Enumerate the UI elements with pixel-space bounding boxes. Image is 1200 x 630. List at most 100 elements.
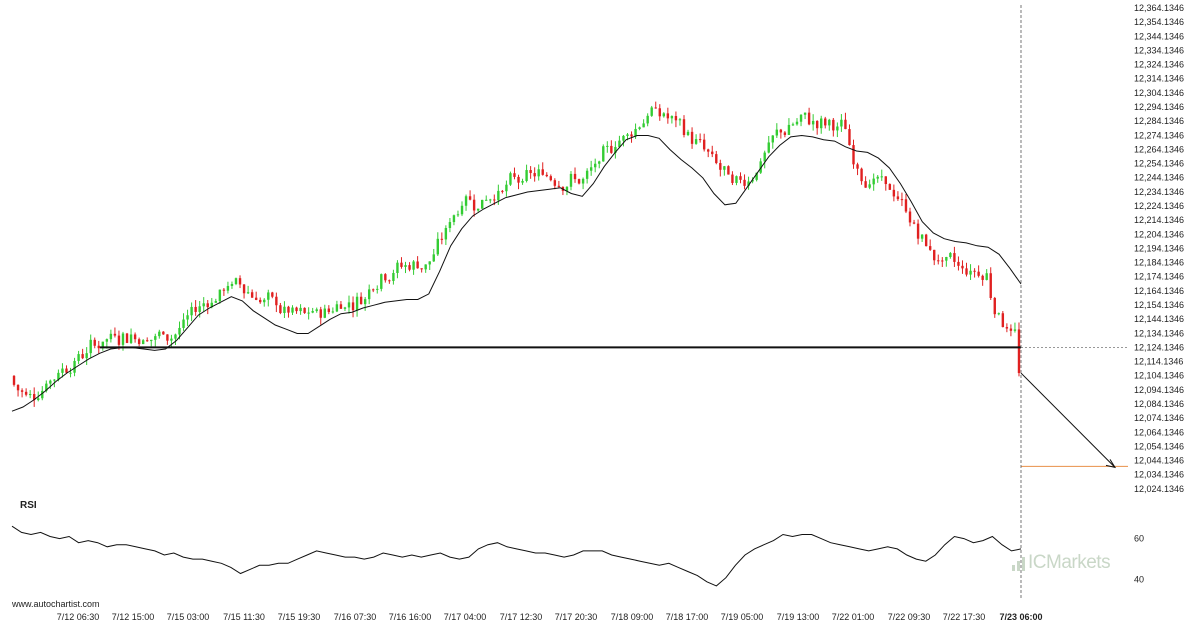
y-tick-label: 12,244.1346 [1134, 173, 1184, 183]
candle-body [186, 315, 189, 320]
candle-body [222, 289, 226, 291]
x-tick-label: 7/22 17:30 [943, 612, 986, 622]
candle-body [311, 311, 314, 313]
candle-body [787, 124, 791, 135]
candle-body [690, 131, 694, 144]
candle-body [263, 299, 266, 303]
moving-average [11, 134, 1022, 412]
candle-body [961, 265, 964, 269]
y-tick-label: 12,164.1346 [1134, 286, 1184, 296]
x-tick-label: 7/17 20:30 [555, 612, 598, 622]
x-tick-label: 7/16 07:30 [334, 612, 377, 622]
x-tick-label: 7/22 01:00 [832, 612, 875, 622]
y-tick-label: 12,284.1346 [1134, 116, 1184, 126]
candle-body [214, 301, 218, 303]
candle-body [549, 176, 553, 181]
y-tick-label: 12,264.1346 [1134, 144, 1184, 154]
brand-logo-icon [1012, 555, 1025, 571]
candle-body [707, 149, 710, 152]
candle-body [456, 214, 460, 216]
candle-body [246, 292, 250, 294]
y-tick-label: 12,194.1346 [1134, 243, 1184, 253]
x-tick-label: 7/18 09:00 [611, 612, 654, 622]
candle-body [53, 379, 56, 381]
candle-body [218, 289, 222, 302]
candle-body [412, 261, 415, 270]
candle-body [388, 280, 391, 282]
y-tick-label: 12,144.1346 [1134, 314, 1184, 324]
rsi-title: RSI [20, 500, 37, 511]
y-tick-label: 12,274.1346 [1134, 130, 1184, 140]
candle-body [585, 170, 589, 179]
candle-body [654, 107, 657, 109]
candle-body [343, 307, 347, 309]
candle-body [20, 390, 24, 392]
candle-body [719, 163, 722, 170]
candle-body [856, 164, 859, 169]
candle-body [674, 116, 678, 121]
candle-body [521, 180, 524, 183]
candle-body [928, 246, 932, 250]
candle-body [242, 284, 246, 294]
candle-body [283, 306, 286, 314]
candle-body [41, 390, 44, 399]
candle-body [485, 199, 488, 201]
x-tick-label: 7/16 16:00 [389, 612, 432, 622]
candle-body [908, 211, 912, 223]
candle-body [622, 135, 625, 141]
candle-body [747, 181, 750, 186]
candle-body [166, 334, 169, 341]
candle-body [384, 274, 387, 281]
candle-body [912, 222, 916, 224]
candle-body [279, 305, 282, 314]
candle-body [303, 307, 306, 313]
candle-body [150, 339, 153, 342]
candle-body [937, 260, 940, 262]
candle-body [121, 333, 125, 345]
candle-body [420, 268, 423, 270]
x-tick-label: 7/18 17:00 [666, 612, 709, 622]
candle-body [472, 199, 476, 211]
candle-body [832, 119, 835, 131]
candle-body [267, 292, 270, 300]
x-tick-label: 7/19 05:00 [721, 612, 764, 622]
candle-body [723, 166, 726, 170]
candle-body [545, 174, 548, 177]
candle-body [888, 184, 892, 190]
candle-body [238, 278, 242, 285]
candle-body [1017, 329, 1021, 374]
candle-body [694, 139, 698, 144]
candle-body [860, 168, 863, 182]
candle-body [614, 146, 617, 153]
candle-body [113, 333, 117, 336]
candle-body [557, 185, 561, 187]
candle-body [137, 339, 141, 345]
y-tick-label: 12,224.1346 [1134, 201, 1184, 211]
forecast-arrow [1020, 372, 1117, 469]
y-tick-label: 12,334.1346 [1134, 45, 1184, 55]
candle-body [460, 205, 464, 215]
candle-body [602, 146, 605, 162]
candle-body [129, 334, 133, 343]
candle-body [206, 303, 209, 308]
x-tick-label: 7/12 15:00 [112, 612, 155, 622]
candle-body [77, 354, 80, 361]
y-tick-label: 12,304.1346 [1134, 88, 1184, 98]
y-tick-label: 12,044.1346 [1134, 456, 1184, 466]
candle-body [468, 196, 472, 200]
candle-body [351, 302, 355, 311]
candle-body [85, 353, 88, 359]
candle-body [400, 262, 403, 267]
candle-body [953, 253, 956, 262]
candle-body [464, 196, 468, 206]
candle-body [432, 254, 435, 262]
y-tick-label: 12,314.1346 [1134, 74, 1184, 84]
candle-body [372, 289, 375, 291]
candle-body [799, 114, 803, 122]
candle-body [182, 319, 185, 328]
candle-body [763, 152, 766, 162]
candle-body [307, 312, 310, 314]
x-tick-label: 7/23 06:00 [999, 612, 1042, 622]
candle-body [497, 190, 500, 201]
